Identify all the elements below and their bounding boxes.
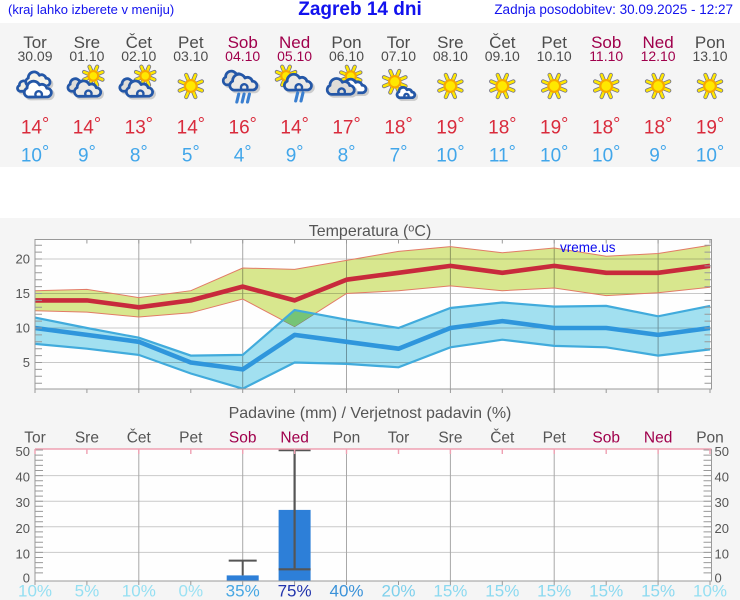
svg-text:Sre: Sre bbox=[75, 430, 99, 447]
svg-text:0%: 0% bbox=[179, 582, 204, 600]
svg-text:10: 10 bbox=[16, 321, 30, 336]
svg-text:15: 15 bbox=[16, 286, 30, 301]
svg-text:50: 50 bbox=[16, 444, 30, 459]
svg-text:Ned: Ned bbox=[644, 430, 672, 447]
svg-text:40: 40 bbox=[715, 470, 729, 485]
svg-text:Čet: Čet bbox=[490, 430, 515, 447]
svg-text:50: 50 bbox=[715, 444, 729, 459]
svg-text:15%: 15% bbox=[433, 582, 467, 600]
svg-text:40: 40 bbox=[16, 470, 30, 485]
svg-text:15%: 15% bbox=[485, 582, 519, 600]
svg-text:Padavine (mm) / Verjetnost pad: Padavine (mm) / Verjetnost padavin (%) bbox=[229, 405, 512, 422]
svg-text:20: 20 bbox=[16, 521, 30, 536]
svg-text:0: 0 bbox=[23, 571, 30, 586]
svg-text:35%: 35% bbox=[226, 582, 260, 600]
svg-text:0: 0 bbox=[715, 571, 722, 586]
svg-text:10%: 10% bbox=[693, 582, 727, 600]
svg-text:10: 10 bbox=[16, 546, 30, 561]
svg-text:20: 20 bbox=[715, 521, 729, 536]
svg-text:Tor: Tor bbox=[388, 430, 410, 447]
svg-text:5: 5 bbox=[23, 355, 30, 370]
svg-text:Pet: Pet bbox=[179, 430, 203, 447]
svg-text:Pet: Pet bbox=[543, 430, 567, 447]
svg-text:15%: 15% bbox=[641, 582, 675, 600]
svg-text:Tor: Tor bbox=[24, 430, 46, 447]
svg-text:15%: 15% bbox=[589, 582, 623, 600]
svg-text:10%: 10% bbox=[122, 582, 156, 600]
svg-text:15%: 15% bbox=[537, 582, 571, 600]
svg-text:75%: 75% bbox=[278, 582, 312, 600]
svg-text:40%: 40% bbox=[329, 582, 363, 600]
svg-text:Temperatura (oC): Temperatura (oC) bbox=[309, 223, 432, 241]
svg-text:10%: 10% bbox=[18, 582, 52, 600]
svg-text:Pon: Pon bbox=[696, 430, 724, 447]
svg-text:10: 10 bbox=[715, 546, 729, 561]
svg-text:5%: 5% bbox=[75, 582, 100, 600]
svg-text:Pon: Pon bbox=[333, 430, 361, 447]
svg-text:vreme.us: vreme.us bbox=[560, 240, 616, 255]
svg-text:Ned: Ned bbox=[280, 430, 308, 447]
svg-text:30: 30 bbox=[715, 495, 729, 510]
svg-text:30: 30 bbox=[16, 495, 30, 510]
svg-text:Sob: Sob bbox=[592, 430, 620, 447]
svg-text:Sob: Sob bbox=[229, 430, 257, 447]
svg-text:Sre: Sre bbox=[438, 430, 462, 447]
svg-text:20%: 20% bbox=[381, 582, 415, 600]
svg-text:Čet: Čet bbox=[127, 430, 152, 447]
svg-text:20: 20 bbox=[16, 252, 30, 267]
